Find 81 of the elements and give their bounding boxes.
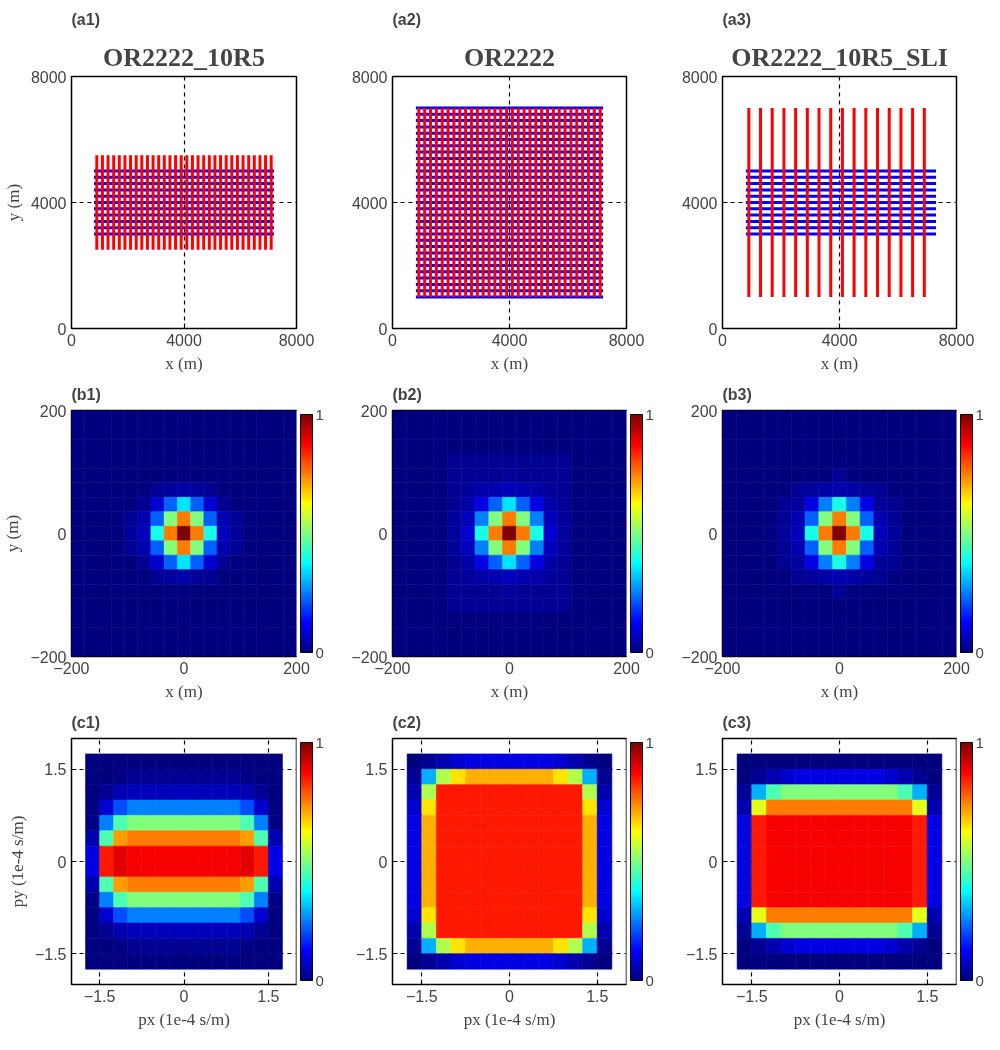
x-axis-title: x (m) (820, 353, 859, 373)
x-tick-label: 1.5 (916, 987, 939, 1005)
color-bar-label: 1 (645, 405, 654, 423)
color-bar-label: 1 (315, 405, 324, 423)
y-tick-label: 4000 (30, 194, 67, 212)
x-tick-label: 200 (613, 659, 640, 677)
y-tick-label: 8000 (681, 68, 718, 86)
x-tick-label: 200 (943, 659, 970, 677)
x-tick-label: 8000 (608, 331, 645, 349)
y-axis-title: py (1e-4 s/m) (7, 815, 27, 908)
y-tick-label: 0 (378, 853, 388, 871)
y-tick-label: 0 (57, 525, 67, 543)
color-bar-label: 1 (645, 733, 654, 751)
x-tick-label: −1.5 (83, 987, 116, 1005)
x-tick-label: 4000 (491, 331, 528, 349)
x-axis-title: px (1e-4 s/m) (793, 1009, 886, 1029)
chart-title: OR2222_10R5_SLI (731, 42, 948, 72)
y-tick-label: 0 (708, 853, 718, 871)
y-axis-title: y (m) (3, 183, 23, 222)
color-bar-label: 0 (645, 971, 654, 989)
color-bar-label: 0 (975, 643, 984, 661)
x-tick-label: 4000 (166, 331, 202, 349)
x-tick-label: 1.5 (257, 987, 280, 1005)
x-axis-title: x (m) (820, 681, 859, 701)
x-axis-title: px (1e-4 s/m) (138, 1009, 230, 1029)
x-tick-label: 8000 (278, 331, 315, 349)
chart-subtitle: (a3) (722, 10, 751, 28)
y-tick-label: 200 (360, 402, 388, 420)
chart-title: OR2222 (464, 42, 555, 72)
chart-title: (c1) (71, 713, 100, 731)
y-tick-label: 0 (57, 853, 67, 871)
y-tick-label: 4000 (681, 194, 718, 212)
chart-title: (c3) (722, 713, 751, 731)
y-tick-label: 0 (57, 320, 67, 338)
x-tick-label: −1.5 (405, 987, 438, 1005)
x-tick-label: 0 (835, 659, 845, 677)
color-bar-label: 0 (315, 643, 324, 661)
y-tick-label: 200 (39, 402, 67, 420)
chart-title: (b2) (392, 385, 422, 403)
y-tick-label: 8000 (30, 68, 67, 86)
y-tick-label: 4000 (351, 194, 388, 212)
color-bar-label: 0 (975, 971, 984, 989)
chart-title: OR2222_10R5 (103, 42, 265, 72)
x-tick-label: −1.5 (735, 987, 768, 1005)
chart-subtitle: (a2) (392, 10, 421, 28)
color-bar-label: 1 (975, 405, 984, 423)
y-axis-title: y (m) (3, 514, 23, 553)
x-axis-title: x (m) (165, 681, 203, 701)
color-bar-label: 0 (645, 643, 654, 661)
x-axis-title: x (m) (490, 681, 529, 701)
chart-title: (c2) (392, 713, 421, 731)
y-tick-label: 8000 (351, 68, 388, 86)
chart-title: (b1) (71, 385, 101, 403)
color-bar-label: 0 (315, 971, 324, 989)
y-tick-label: 200 (690, 402, 718, 420)
x-tick-label: 0 (505, 987, 515, 1005)
x-tick-label: 4000 (821, 331, 858, 349)
x-axis-title: x (m) (165, 353, 203, 373)
x-tick-label: 8000 (938, 331, 975, 349)
x-tick-label: 0 (179, 987, 189, 1005)
y-tick-label: 0 (708, 525, 718, 543)
color-bar-label: 1 (315, 733, 324, 751)
y-tick-label: 0 (378, 320, 388, 338)
y-tick-label: 0 (708, 320, 718, 338)
y-tick-label: 0 (378, 525, 388, 543)
x-axis-title: x (m) (490, 353, 529, 373)
x-tick-label: 0 (179, 659, 189, 677)
x-tick-label: 0 (835, 987, 845, 1005)
color-bar-label: 1 (975, 733, 984, 751)
x-tick-label: 200 (283, 659, 310, 677)
x-axis-title: px (1e-4 s/m) (463, 1009, 556, 1029)
y-tick-label: 1.5 (44, 761, 67, 779)
y-tick-label: −1.5 (685, 945, 718, 963)
y-tick-label: 1.5 (365, 761, 388, 779)
chart-title: (b3) (722, 385, 752, 403)
y-tick-label: −1.5 (34, 945, 67, 963)
x-tick-label: 0 (505, 659, 515, 677)
y-tick-label: −1.5 (355, 945, 388, 963)
chart-subtitle: (a1) (71, 10, 100, 28)
x-tick-label: 1.5 (586, 987, 609, 1005)
y-tick-label: 1.5 (695, 761, 718, 779)
